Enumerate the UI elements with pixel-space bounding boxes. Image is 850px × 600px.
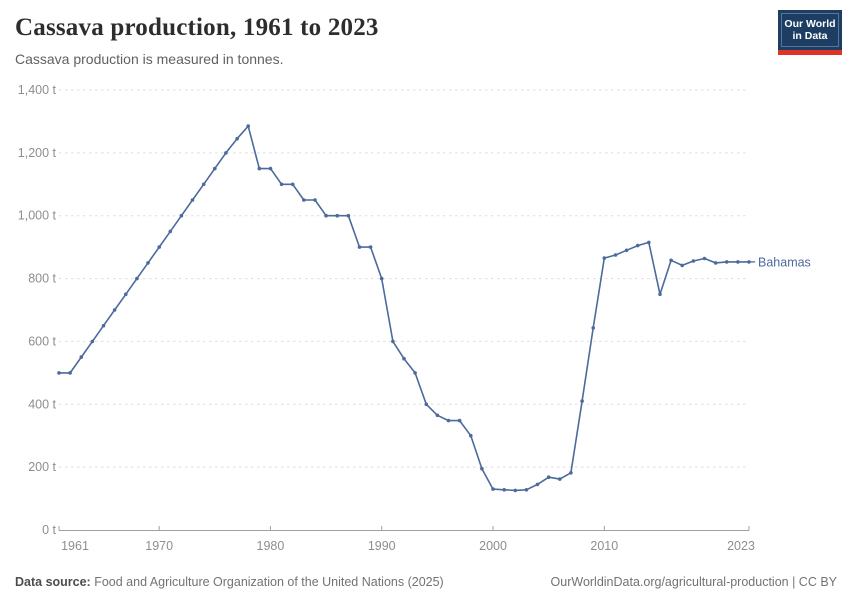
data-point[interactable]	[68, 371, 72, 375]
data-point[interactable]	[368, 245, 373, 249]
y-axis-label: 1,200 t	[18, 146, 57, 160]
owid-logo-line2: in Data	[792, 30, 828, 42]
data-point[interactable]	[580, 399, 584, 403]
data-source-text: Food and Agriculture Organization of the…	[90, 575, 444, 589]
owid-logo-text: Our World in Data	[781, 13, 839, 47]
data-point[interactable]	[502, 488, 507, 492]
data-point[interactable]	[357, 245, 362, 249]
data-point[interactable]	[179, 213, 184, 218]
data-point[interactable]	[702, 256, 707, 261]
series-end-label: Bahamas	[758, 255, 811, 269]
data-point[interactable]	[190, 198, 195, 202]
data-point[interactable]	[613, 253, 618, 257]
data-point[interactable]	[391, 339, 395, 344]
y-axis-label: 400 t	[28, 397, 56, 411]
data-point[interactable]	[57, 371, 61, 375]
y-axis-label: 0 t	[42, 523, 56, 537]
data-point[interactable]	[235, 136, 239, 141]
data-point[interactable]	[413, 371, 417, 375]
data-point[interactable]	[691, 259, 696, 263]
x-axis-label: 2010	[590, 539, 618, 553]
data-point[interactable]	[736, 260, 740, 264]
data-point[interactable]	[346, 213, 351, 218]
data-point[interactable]	[658, 292, 662, 297]
data-point[interactable]	[680, 263, 684, 268]
data-source-note: Data source: Food and Agriculture Organi…	[15, 575, 444, 589]
data-point[interactable]	[713, 261, 718, 265]
data-line[interactable]	[59, 125, 749, 492]
x-axis-label: 1990	[368, 539, 396, 553]
x-axis-label: 1970	[145, 539, 173, 553]
data-point[interactable]	[624, 248, 629, 253]
data-point[interactable]	[513, 488, 518, 493]
data-point[interactable]	[279, 182, 284, 187]
x-axis-label: 1980	[257, 539, 285, 553]
data-point[interactable]	[635, 243, 640, 248]
y-axis-label: 1,400 t	[18, 83, 57, 97]
data-point[interactable]	[335, 213, 340, 218]
data-point[interactable]	[302, 198, 306, 202]
chart-subtitle: Cassava production is measured in tonnes…	[15, 51, 284, 67]
chart-header: Cassava production, 1961 to 2023 Cassava…	[15, 14, 760, 67]
data-point[interactable]	[168, 229, 173, 234]
chart-footer: Data source: Food and Agriculture Organi…	[15, 575, 837, 589]
data-point[interactable]	[647, 240, 651, 245]
data-point[interactable]	[446, 418, 451, 423]
data-point[interactable]	[435, 413, 440, 418]
data-point[interactable]	[480, 466, 484, 471]
data-point[interactable]	[157, 245, 161, 249]
data-point[interactable]	[558, 477, 562, 481]
data-point[interactable]	[469, 433, 473, 438]
data-point[interactable]	[257, 166, 262, 171]
data-point[interactable]	[101, 323, 106, 328]
y-axis-label: 600 t	[28, 334, 56, 348]
data-point[interactable]	[90, 339, 95, 344]
owid-cc-link[interactable]: OurWorldinData.org/agricultural-producti…	[550, 575, 837, 589]
data-point[interactable]	[268, 166, 273, 171]
data-point[interactable]	[457, 418, 462, 423]
data-point[interactable]	[546, 475, 551, 480]
data-point[interactable]	[569, 471, 573, 475]
y-axis-label: 1,000 t	[18, 209, 57, 223]
data-source-label: Data source:	[15, 575, 91, 589]
data-point[interactable]	[424, 402, 429, 407]
x-axis-label: 2000	[479, 539, 507, 553]
data-point[interactable]	[669, 258, 673, 263]
data-point[interactable]	[591, 326, 595, 330]
data-point[interactable]	[290, 182, 295, 187]
y-axis-label: 800 t	[28, 272, 56, 286]
data-point[interactable]	[146, 261, 150, 265]
data-point[interactable]	[602, 256, 607, 260]
x-axis-label: 2023	[727, 539, 755, 553]
data-point[interactable]	[112, 308, 117, 312]
data-point[interactable]	[124, 292, 128, 297]
data-point[interactable]	[724, 260, 729, 264]
data-point[interactable]	[524, 488, 529, 492]
data-point[interactable]	[224, 151, 228, 155]
owid-logo[interactable]: Our World in Data	[778, 10, 842, 55]
data-point[interactable]	[135, 276, 139, 281]
data-point[interactable]	[201, 182, 206, 187]
x-axis-label: 1961	[61, 539, 89, 553]
owid-logo-red-bar	[778, 50, 842, 55]
data-point[interactable]	[79, 355, 84, 359]
chart-title: Cassava production, 1961 to 2023	[15, 14, 379, 41]
data-point[interactable]	[324, 213, 328, 218]
data-point[interactable]	[313, 198, 317, 202]
owid-logo-line1: Our World	[784, 18, 836, 30]
data-point[interactable]	[379, 276, 384, 281]
owid-logo-box: Our World in Data	[778, 10, 842, 50]
y-axis-label: 200 t	[28, 460, 56, 474]
data-point[interactable]	[491, 487, 495, 491]
data-point[interactable]	[246, 124, 250, 128]
data-point[interactable]	[535, 482, 540, 487]
data-point[interactable]	[402, 356, 406, 361]
data-point[interactable]	[213, 166, 217, 171]
